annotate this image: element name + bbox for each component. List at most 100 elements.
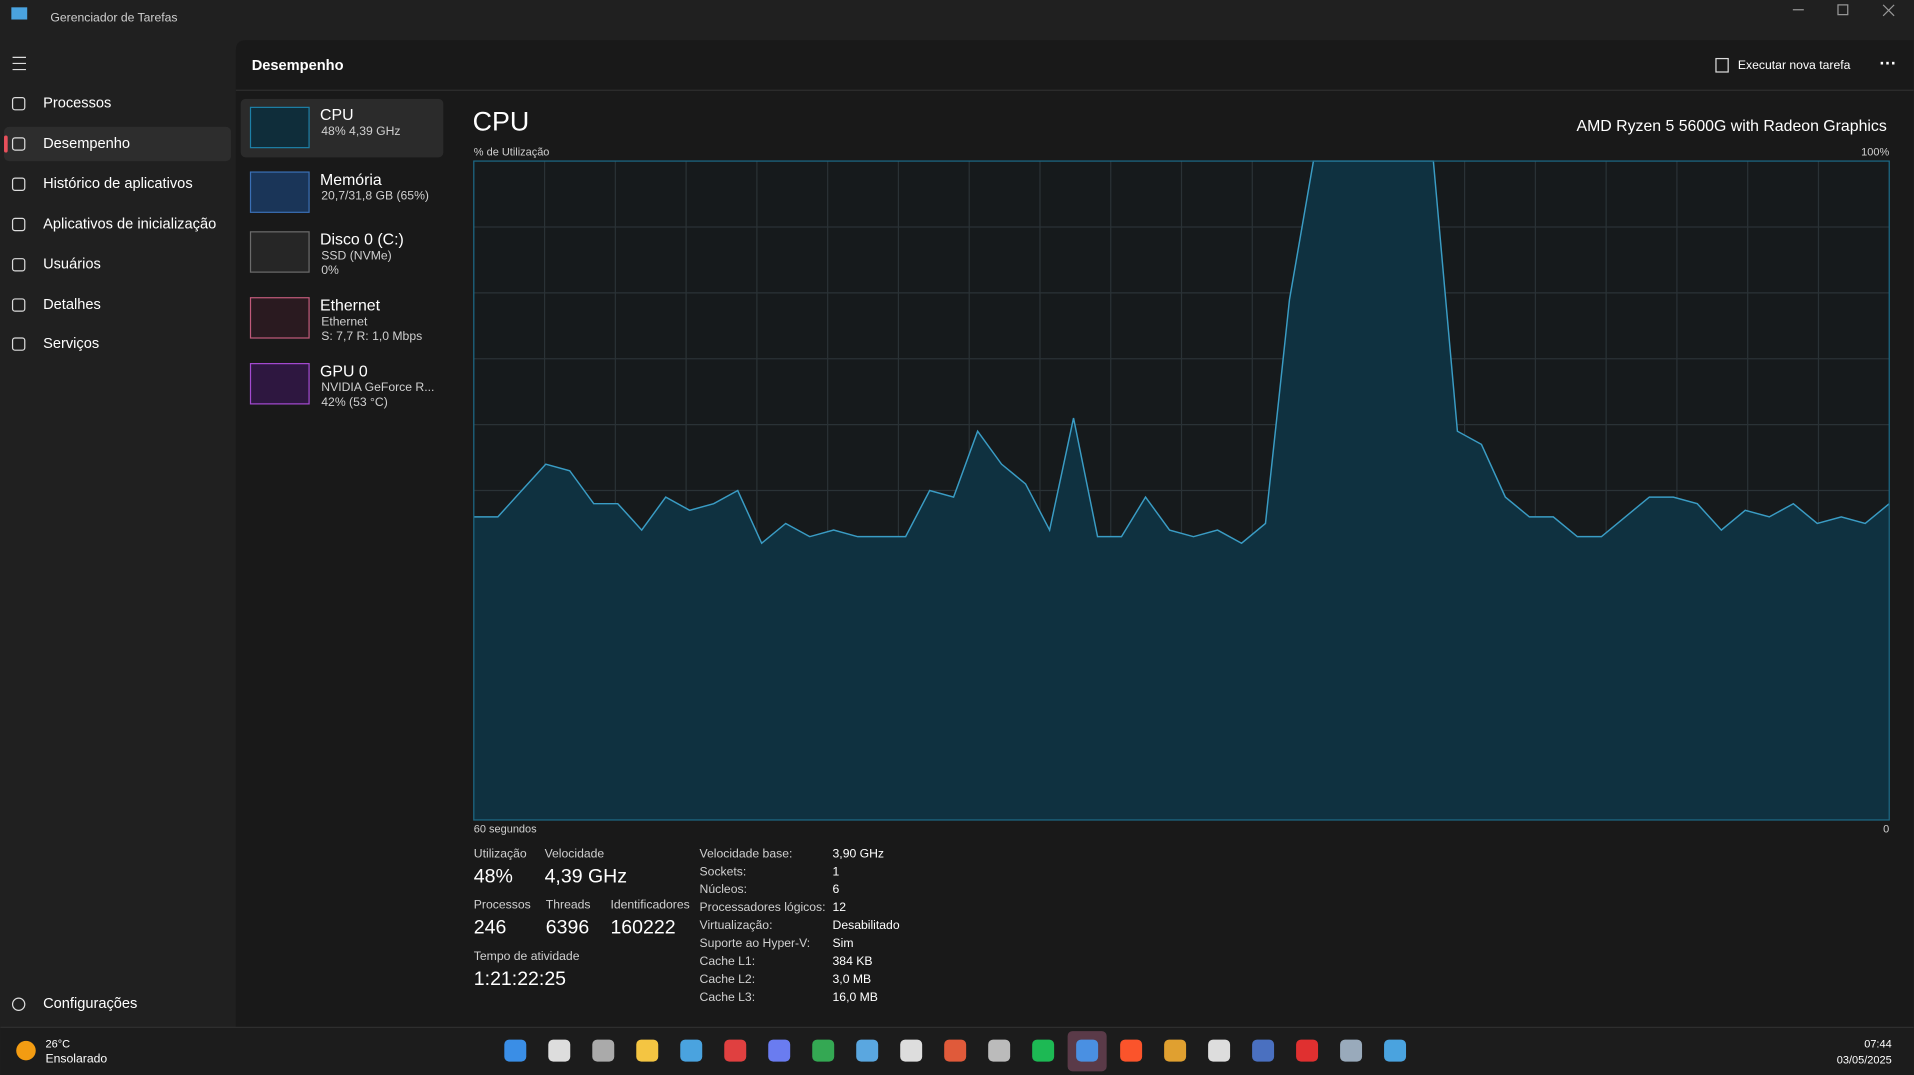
- more-button[interactable]: ···: [1879, 54, 1896, 73]
- taskbar-icon[interactable]: [988, 1039, 1011, 1062]
- stat-label: Threads: [546, 898, 591, 912]
- device-detail: 20,7/31,8 GB (65%): [321, 189, 429, 203]
- page-title: Desempenho: [252, 58, 344, 74]
- taskbar-icon[interactable]: [1032, 1039, 1055, 1062]
- nav-item[interactable]: Detalhes: [43, 297, 101, 313]
- device-thumb: [249, 171, 310, 213]
- taskbar-icon[interactable]: [1076, 1039, 1099, 1062]
- graph-border: [473, 160, 1890, 821]
- nav-settings[interactable]: Configurações: [43, 996, 137, 1012]
- spec-label: Cache L3:: [700, 990, 756, 1004]
- taskbar-icon[interactable]: [900, 1039, 923, 1062]
- device-name[interactable]: Ethernet: [320, 297, 381, 314]
- device-name[interactable]: Disco 0 (C:): [320, 232, 404, 249]
- taskbar-icon[interactable]: [944, 1039, 967, 1062]
- spec-value: Sim: [833, 936, 854, 950]
- taskbar-icon[interactable]: [1208, 1039, 1231, 1062]
- spec-value: 384 KB: [833, 954, 873, 968]
- device-thumb: [249, 363, 310, 405]
- clock-date: 03/05/2025: [1837, 1054, 1892, 1066]
- taskbar-icon[interactable]: [548, 1039, 571, 1062]
- stat-value: 6396: [546, 917, 589, 939]
- cpu-title: CPU: [473, 106, 530, 136]
- spec-value: 1: [833, 864, 840, 878]
- taskbar-icon[interactable]: [768, 1039, 791, 1062]
- weather-icon: [16, 1040, 36, 1061]
- nav-indicator: [4, 135, 8, 153]
- nav-icon: [11, 298, 26, 312]
- device-thumb: [249, 231, 310, 273]
- app-icon: [11, 7, 28, 20]
- taskbar-icon[interactable]: [1120, 1039, 1143, 1062]
- usage-line: [473, 160, 1890, 545]
- stat-label: Velocidade: [545, 846, 605, 860]
- weather-desc: Ensolarado: [46, 1051, 108, 1065]
- usage-area: [473, 161, 1890, 820]
- run-task-icon: [1715, 57, 1729, 73]
- close[interactable]: [1882, 4, 1895, 17]
- stat-label: Processos: [474, 898, 531, 912]
- taskbar-icon[interactable]: [1164, 1039, 1187, 1062]
- nav-icon: [11, 137, 26, 151]
- nav-item[interactable]: Serviços: [43, 336, 99, 352]
- taskbar-icon[interactable]: [680, 1039, 703, 1062]
- nav-icon: [11, 337, 26, 351]
- spec-label: Núcleos:: [700, 882, 747, 896]
- x-end-label: 0: [1883, 824, 1889, 836]
- nav-icon: [11, 258, 26, 272]
- y-max-label: 100%: [1861, 146, 1889, 158]
- device-name[interactable]: GPU 0: [320, 363, 368, 380]
- cpu-model: AMD Ryzen 5 5600G with Radeon Graphics: [1576, 118, 1886, 135]
- taskbar-icon[interactable]: [1252, 1039, 1275, 1062]
- taskbar-icon[interactable]: [504, 1039, 527, 1062]
- nav-icon: [11, 97, 26, 111]
- spec-label: Processadores lógicos:: [700, 900, 826, 914]
- device-detail: Ethernet: [321, 314, 368, 328]
- nav-icon: [11, 177, 26, 191]
- spec-value: 16,0 MB: [833, 990, 878, 1004]
- taskbar-icon[interactable]: [856, 1039, 879, 1062]
- settings-icon: [11, 997, 26, 1011]
- stat-value: 160222: [610, 917, 675, 939]
- weather-temp: 26°C: [46, 1038, 71, 1050]
- device-detail: S: 7,7 R: 1,0 Mbps: [321, 329, 422, 343]
- device-thumb: [249, 106, 310, 149]
- taskbar-icon[interactable]: [724, 1039, 747, 1062]
- taskbar-icon[interactable]: [1296, 1039, 1319, 1062]
- taskbar-icon[interactable]: [1340, 1039, 1363, 1062]
- device-name[interactable]: Memória: [320, 172, 382, 189]
- nav-item[interactable]: Processos: [43, 96, 111, 112]
- y-label: % de Utilização: [474, 146, 550, 158]
- run-task[interactable]: Executar nova tarefa: [1738, 58, 1851, 72]
- nav-item[interactable]: Histórico de aplicativos: [43, 176, 193, 192]
- nav-item[interactable]: Usuários: [43, 257, 101, 273]
- nav-item[interactable]: Desempenho: [43, 136, 130, 152]
- spec-label: Velocidade base:: [700, 846, 793, 860]
- taskbar-icon[interactable]: [636, 1039, 659, 1062]
- window-title: Gerenciador de Tarefas: [50, 11, 177, 25]
- taskbar-icon[interactable]: [592, 1039, 615, 1062]
- spec-label: Cache L2:: [700, 972, 756, 986]
- stat-value: 4,39 GHz: [545, 865, 627, 887]
- stat-label: Tempo de atividade: [474, 949, 580, 963]
- restore[interactable]: [1837, 4, 1849, 16]
- taskbar-icon[interactable]: [812, 1039, 835, 1062]
- x-label: 60 segundos: [474, 824, 537, 836]
- device-detail: SSD (NVMe): [321, 248, 391, 262]
- device-name[interactable]: CPU: [320, 107, 353, 124]
- spec-label: Suporte ao Hyper-V:: [700, 936, 811, 950]
- device-detail: 0%: [321, 263, 339, 277]
- stat-value: 48%: [474, 865, 513, 887]
- spec-value: 12: [833, 900, 847, 914]
- taskbar-icon[interactable]: [1384, 1039, 1407, 1062]
- device-thumb: [249, 297, 310, 339]
- nav-selected: [4, 126, 231, 162]
- spec-label: Virtualização:: [700, 918, 773, 932]
- spec-value: 6: [833, 882, 840, 896]
- device-detail: 42% (53 °C): [321, 395, 388, 409]
- stat-label: Identificadores: [610, 898, 689, 912]
- menu-button[interactable]: [12, 56, 26, 71]
- nav-item[interactable]: Aplicativos de inicialização: [43, 216, 216, 232]
- spec-value: 3,90 GHz: [833, 846, 884, 860]
